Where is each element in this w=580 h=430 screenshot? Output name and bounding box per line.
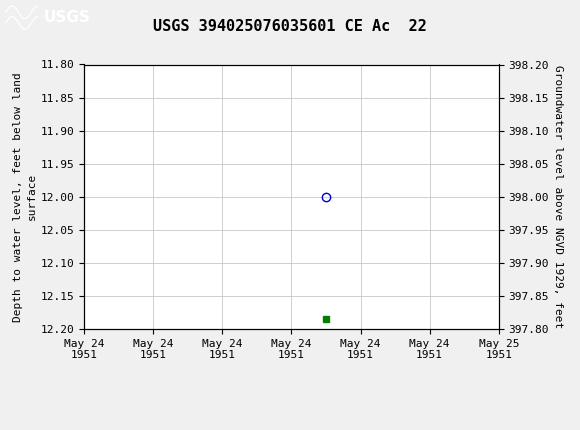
Text: USGS 394025076035601 CE Ac  22: USGS 394025076035601 CE Ac 22 xyxy=(153,19,427,34)
Y-axis label: Groundwater level above NGVD 1929, feet: Groundwater level above NGVD 1929, feet xyxy=(553,65,563,329)
Text: USGS: USGS xyxy=(44,10,90,25)
Y-axis label: Depth to water level, feet below land
surface: Depth to water level, feet below land su… xyxy=(13,72,37,322)
Legend: Period of approved data: Period of approved data xyxy=(193,426,390,430)
